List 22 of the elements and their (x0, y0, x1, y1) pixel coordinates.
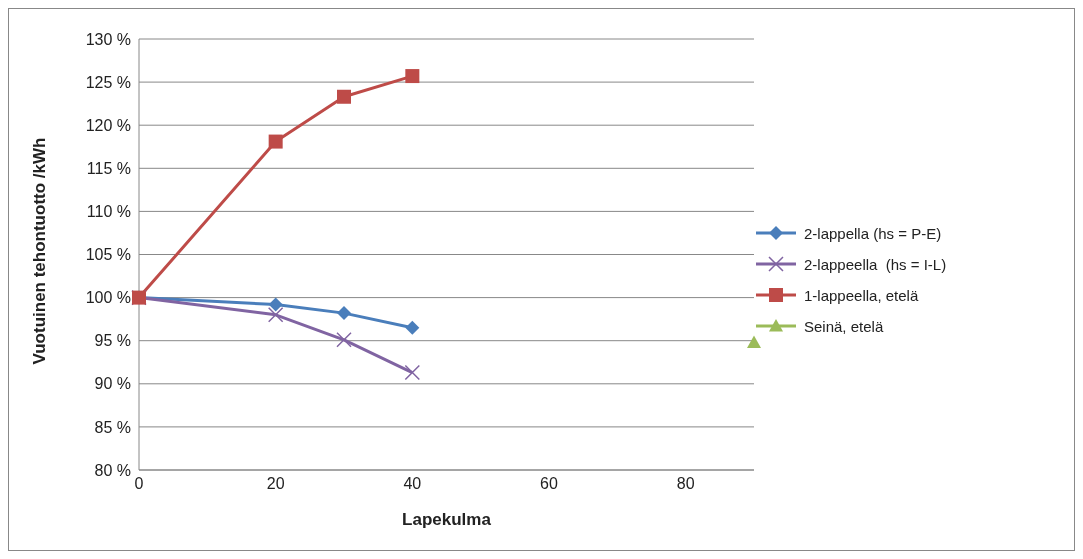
y-axis-title: Vuotuinen tehontuotto /kWh (30, 137, 50, 365)
x-tick-label: 20 (266, 475, 285, 493)
legend-label: 1-lappeella, etelä (804, 286, 919, 304)
x-axis-title: Lapekulma (402, 510, 492, 529)
y-tick-label: 85 % (94, 418, 131, 436)
x-tick-label: 40 (403, 475, 422, 493)
y-tick-label: 125 % (85, 73, 131, 91)
y-tick-label: 130 % (85, 30, 131, 48)
y-tick-label: 115 % (86, 159, 131, 177)
y-tick-label: 110 % (86, 203, 131, 221)
y-tick-label: 100 % (85, 289, 131, 307)
x-tick-label: 60 (540, 475, 558, 493)
y-tick-label: 80 % (94, 461, 131, 479)
legend-label: Seinä, etelä (804, 317, 884, 335)
x-tick-label: 80 (676, 475, 695, 493)
y-tick-label: 90 % (94, 375, 131, 393)
y-tick-label: 95 % (94, 332, 131, 350)
x-tick-label: 0 (134, 475, 144, 493)
legend-label: 2-lappella (hs = P-E) (804, 224, 942, 242)
legend-label: 2-lappeella (hs = I-L) (804, 255, 947, 273)
y-tick-label: 120 % (85, 116, 131, 134)
y-tick-label: 105 % (85, 246, 131, 264)
